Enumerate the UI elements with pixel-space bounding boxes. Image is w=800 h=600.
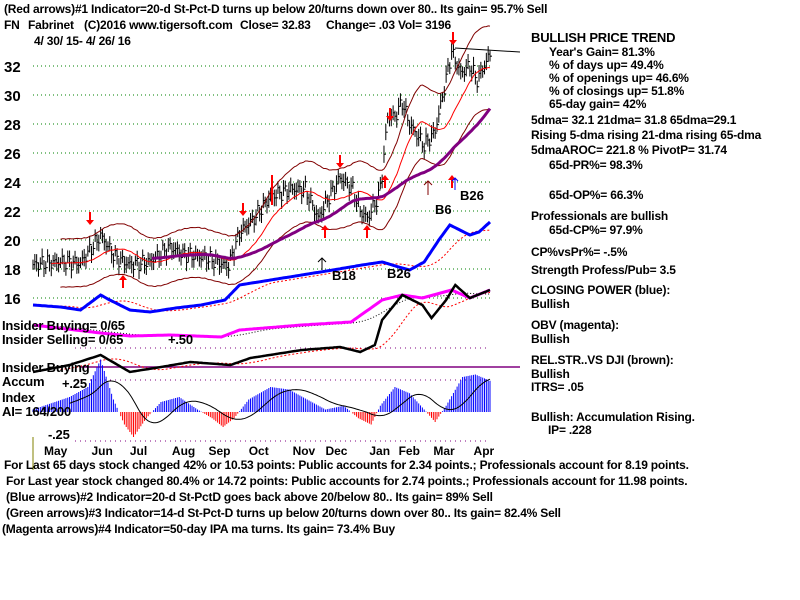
month-label: Jun: [91, 444, 112, 458]
copyright: (C)2016 www.tigersoft.com: [84, 18, 233, 32]
pr-65: 65d-PR%= 98.3%: [549, 158, 643, 172]
aroc-pivot: 5dmaAROC= 221.8 % PivotP= 31.74: [531, 143, 727, 157]
closing-power-line: [32, 220, 492, 314]
strength-ratio: Strength Profess/Pub= 3.5: [531, 263, 676, 277]
professionals-status: Professionals are bullish: [531, 209, 669, 223]
red-down-arrow: [386, 108, 394, 121]
closings-up: % of closings up= 51.8%: [549, 84, 685, 98]
date-range: 4/ 30/ 15- 4/ 26/ 16: [34, 34, 131, 48]
month-label: Dec: [325, 444, 347, 458]
price-axis-label: 30: [4, 88, 21, 105]
insider-buying-label: Insider Buying: [2, 360, 90, 375]
price-axis-label: 22: [4, 204, 21, 221]
month-label: Jul: [130, 444, 147, 458]
month-label: May: [44, 444, 68, 458]
upper-band: [60, 25, 491, 240]
obv-ma: [60, 292, 490, 337]
accum-label: Accum: [2, 374, 45, 389]
closing-power-ma: [60, 229, 491, 312]
red-down-arrow: [239, 203, 247, 216]
red-up-arrow: [119, 275, 127, 288]
ip-value: IP= .228: [548, 423, 592, 437]
pivot-line: [454, 47, 521, 53]
ai-value: AI= 164/200: [2, 404, 71, 419]
ai-ma-line: [69, 378, 491, 424]
trend-title: BULLISH PRICE TREND: [531, 30, 676, 45]
cp-vs-pr: CP%vsPr%= -.5%: [531, 245, 628, 259]
rel-strength-title: REL.STR..VS DJI (brown):: [531, 353, 674, 367]
rel-strength-line: [32, 283, 491, 374]
indicator-1-description: (Red arrows)#1 Indicator=20-d St-Pct-D t…: [4, 2, 548, 16]
symbol: FN: [4, 18, 20, 32]
ma65-line: [151, 107, 492, 260]
cp-65: 65d-CP%= 97.9%: [549, 223, 643, 237]
price-axis-label: 20: [4, 233, 21, 250]
gain-65: 65-day gain= 42%: [549, 97, 647, 111]
close-price: Close= 32.83: [240, 18, 311, 32]
month-label: Aug: [172, 444, 195, 458]
red-up-arrow: [321, 225, 329, 238]
closing-power-title: CLOSING POWER (blue):: [531, 283, 671, 297]
obv-title: OBV (magenta):: [531, 318, 619, 332]
insider-buying: Insider Buying= 0/65: [2, 318, 125, 333]
days-up: % of days up= 49.4%: [549, 58, 664, 72]
years-gain: Year's Gain= 81.3%: [549, 45, 655, 59]
closing-power-status: Bullish: [531, 297, 570, 311]
ai-tick-plus25: +.25: [62, 376, 87, 391]
footer-year: For Last year stock changed 80.4% or 14.…: [6, 474, 688, 488]
price-axis-label: 16: [4, 291, 21, 308]
price-axis-label: 18: [4, 262, 21, 279]
signal-annotation: B6: [435, 202, 452, 217]
month-label: Jan: [369, 444, 390, 458]
itrs: ITRS= .05: [531, 380, 584, 394]
obv-status: Bullish: [531, 332, 570, 346]
footer-magenta-arrows: (Magenta arrows)#4 Indicator=50-day IPA …: [2, 522, 395, 536]
dma-rising: Rising 5-dma rising 21-dma rising 65-dma: [531, 128, 762, 142]
blue-up-arrow: [451, 177, 459, 190]
rel-strength-status: Bullish: [531, 367, 570, 381]
price-axis-label: 26: [4, 146, 21, 163]
price-axis-label: 24: [4, 175, 21, 192]
index-label: Index: [2, 390, 35, 405]
ai-tick-plus50: +.50: [168, 332, 193, 347]
month-label: Feb: [399, 444, 420, 458]
red-down-arrow: [336, 155, 344, 168]
red-up-arrow: [381, 175, 389, 188]
month-label: Nov: [293, 444, 316, 458]
price-axis-label: 32: [4, 59, 21, 76]
insider-selling: Insider Selling= 0/65: [2, 332, 124, 347]
red-up-arrow: [363, 225, 371, 238]
openings-up: % of openings up= 46.6%: [549, 71, 689, 85]
month-label: Sep: [208, 444, 230, 458]
accumulation-status: Bullish: Accumulation Rising.: [531, 410, 695, 424]
op-65: 65d-OP%= 66.3%: [549, 188, 644, 202]
dark-red-up-arrow: [423, 180, 433, 195]
month-label: Oct: [249, 444, 269, 458]
black-up-arrow: [317, 257, 327, 270]
footer-65day: For Last 65 days stock changed 42% or 10…: [4, 458, 689, 472]
signal-annotation: B26: [460, 188, 484, 203]
change-volume: Change= .03 Vol= 3196: [326, 18, 451, 32]
company-name: Fabrinet: [28, 18, 74, 32]
month-label: Mar: [433, 444, 455, 458]
red-up-arrow: [448, 175, 456, 188]
signal-annotation: B18: [332, 268, 356, 283]
rel-strength-ma: [60, 292, 490, 371]
dma-values: 5dma= 32.1 21dma= 31.8 65dma=29.1: [531, 113, 737, 127]
ai-tick-minus25: -.25: [48, 427, 70, 442]
red-down-arrow: [449, 32, 457, 45]
ma21-line: [51, 66, 491, 265]
red-down-arrow: [86, 212, 94, 225]
footer-blue-arrows: (Blue arrows)#2 Indicator=20-d St-PctD g…: [6, 490, 493, 504]
price-axis-label: 28: [4, 117, 21, 134]
month-label: Apr: [474, 444, 495, 458]
footer-green-arrows: (Green arrows)#3 Indicator=14-d St-Pct-D…: [6, 506, 561, 520]
signal-annotation: B26: [387, 266, 411, 281]
obv-line: [32, 288, 491, 339]
